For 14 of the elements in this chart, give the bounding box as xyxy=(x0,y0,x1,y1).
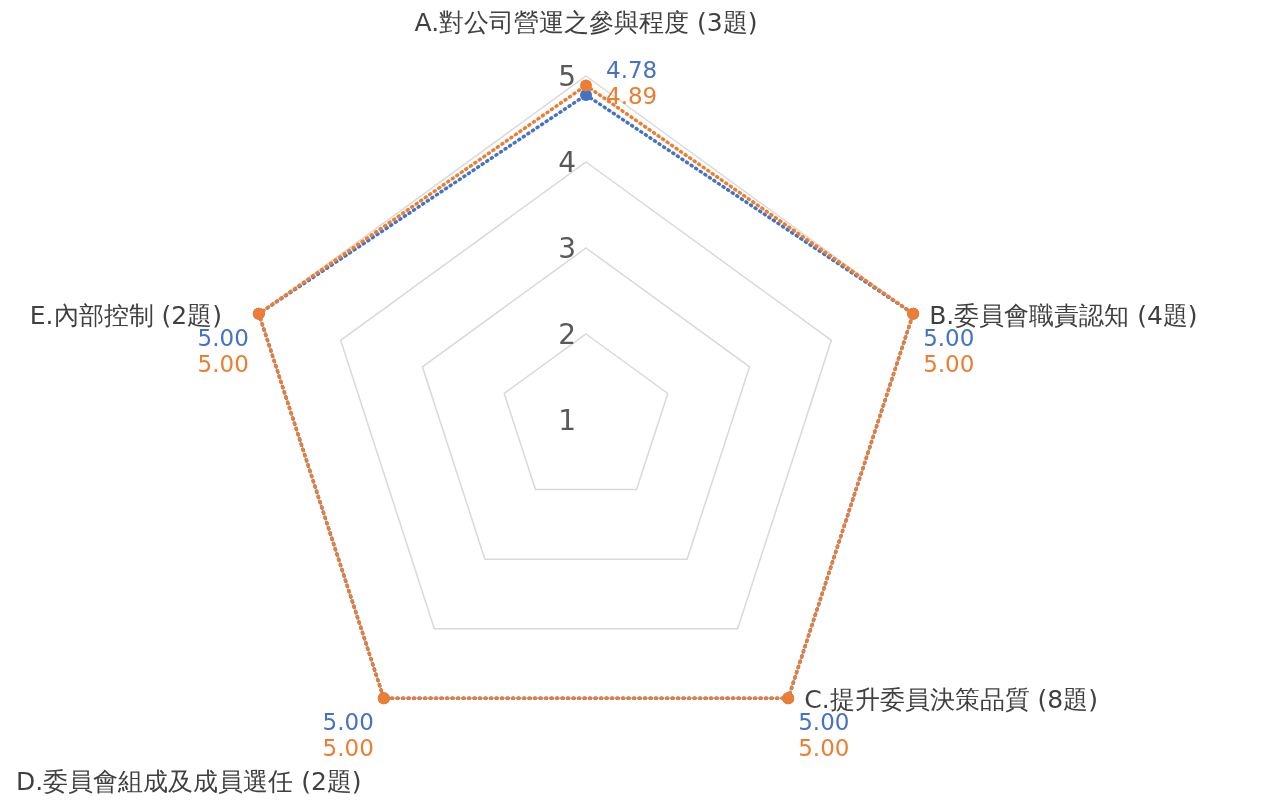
y-tick-label: 2 xyxy=(558,317,576,351)
y-tick-label: 3 xyxy=(558,231,576,265)
spoke-label: D.委員會組成及成員選任 (2題) xyxy=(16,767,362,797)
spoke-label: A.對公司營運之參與程度 (3題) xyxy=(414,8,758,37)
y-tick-label: 4 xyxy=(558,145,576,179)
data-label: 5.00 xyxy=(322,709,374,736)
data-label: 4.78 xyxy=(606,57,658,83)
data-label: 5.00 xyxy=(923,350,975,377)
data-label: 4.89 xyxy=(606,83,658,109)
data-label: 5.00 xyxy=(197,350,249,377)
y-tick-label: 5 xyxy=(558,59,576,93)
data-label: 5.00 xyxy=(322,735,374,762)
data-label: 5.00 xyxy=(798,735,850,762)
y-tick-label: 1 xyxy=(558,403,576,437)
